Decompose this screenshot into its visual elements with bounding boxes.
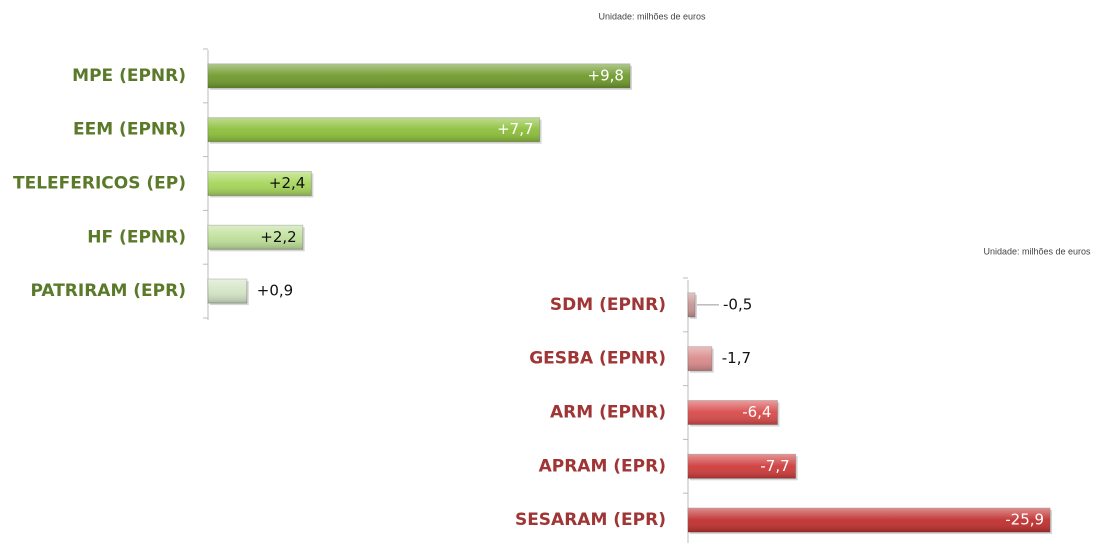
bar-shine: [208, 117, 540, 142]
category-label: SESARAM (EPR): [515, 510, 666, 530]
bar-shine: [688, 292, 695, 317]
category-label: EEM (EPNR): [73, 120, 186, 140]
value-label: -6,4: [742, 403, 771, 421]
category-label: PATRIRAM (EPR): [30, 281, 186, 301]
subtitle: Unidade: milhões de euros: [983, 246, 1091, 256]
value-label: +0,9: [257, 282, 293, 300]
bar-shine: [208, 63, 630, 88]
bar-shine: [688, 346, 712, 371]
value-label: +2,4: [269, 174, 305, 192]
bar-shine: [208, 279, 247, 304]
subtitle: Unidade: milhões de euros: [598, 11, 706, 21]
category-label: TELEFERICOS (EP): [13, 174, 186, 194]
value-label: +7,7: [497, 120, 533, 138]
bar-shine: [688, 508, 1051, 533]
bar-shine: [208, 225, 303, 250]
bar-shine: [688, 454, 796, 479]
category-label: GESBA (EPNR): [529, 349, 666, 369]
value-label: +2,2: [260, 228, 296, 246]
category-label: ARM (EPNR): [550, 403, 666, 423]
value-label: -1,7: [722, 349, 751, 367]
category-label: SDM (EPNR): [550, 295, 666, 315]
value-label: -7,7: [760, 457, 789, 475]
category-label: MPE (EPNR): [72, 66, 186, 86]
bar-shine: [688, 400, 778, 425]
value-label: +9,8: [588, 66, 624, 84]
value-label: -0,5: [723, 295, 752, 313]
category-label: APRAM (EPR): [539, 456, 666, 476]
bar-shine: [208, 171, 312, 196]
value-label: -25,9: [1005, 511, 1044, 529]
category-label: HF (EPNR): [87, 227, 186, 247]
